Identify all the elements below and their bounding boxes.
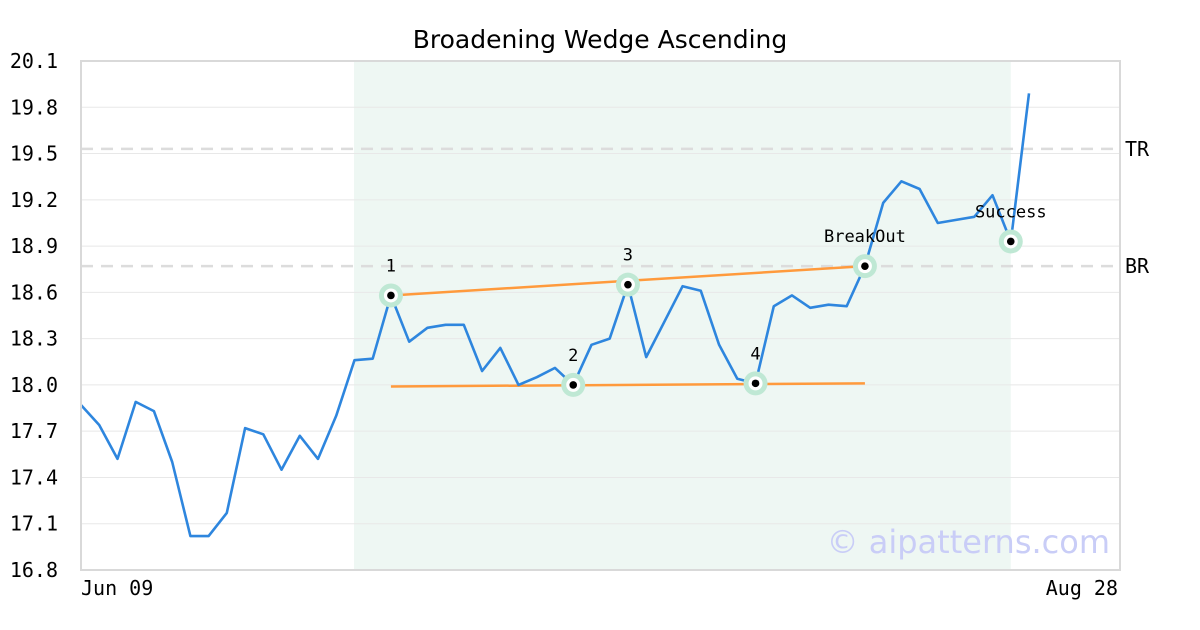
plot-frame [80,60,1121,571]
y-tick-label: 17.7 [10,419,58,443]
pivot-point [624,280,632,289]
y-tick-label: 16.8 [10,558,58,582]
y-tick-label: 17.4 [10,465,58,489]
y-tick-label: 18.0 [10,373,58,397]
y-axis-ticks: 20.1 19.8 19.5 19.2 18.9 18.6 18.3 18.0 17.7 17.4… [10,49,58,582]
y-tick-label: 17.1 [10,512,58,536]
x-tick-start: Jun 09 [81,576,153,600]
pivot-label: 1 [386,256,396,276]
reference-lines: TR BR [81,137,1150,278]
x-tick-end: Aug 28 [1046,576,1118,600]
watermark: © aipatterns.com [827,523,1110,561]
pivot-point [861,262,869,270]
pivot-point [569,381,578,389]
y-tick-label: 18.3 [10,327,58,351]
pivot-label: 4 [750,344,760,364]
reference-line-label: TR [1125,137,1150,161]
y-tick-label: 18.9 [10,234,58,258]
y-tick-label: 19.5 [10,142,58,166]
pattern-highlight-region [354,61,1011,570]
pivot-point [387,291,395,300]
pivot-label: 2 [568,346,578,366]
pivot-point [751,379,760,388]
pivot-label: 3 [623,246,633,266]
price-series-line [80,93,1031,538]
pivot-label: BreakOut [824,227,906,247]
chart-title: Broadening Wedge Ascending [413,25,788,54]
pivot-point [1006,237,1015,246]
y-tick-label: 18.6 [10,280,58,304]
reference-line-label: BR [1125,254,1150,278]
y-tick-label: 19.8 [10,95,58,119]
pivot-label: Success [975,202,1047,222]
trendline [390,382,865,388]
pivot-markers: 1 2 3 4 BreakOut Success [378,202,1047,397]
y-tick-label: 19.2 [10,188,58,212]
y-tick-label: 20.1 [10,49,58,73]
